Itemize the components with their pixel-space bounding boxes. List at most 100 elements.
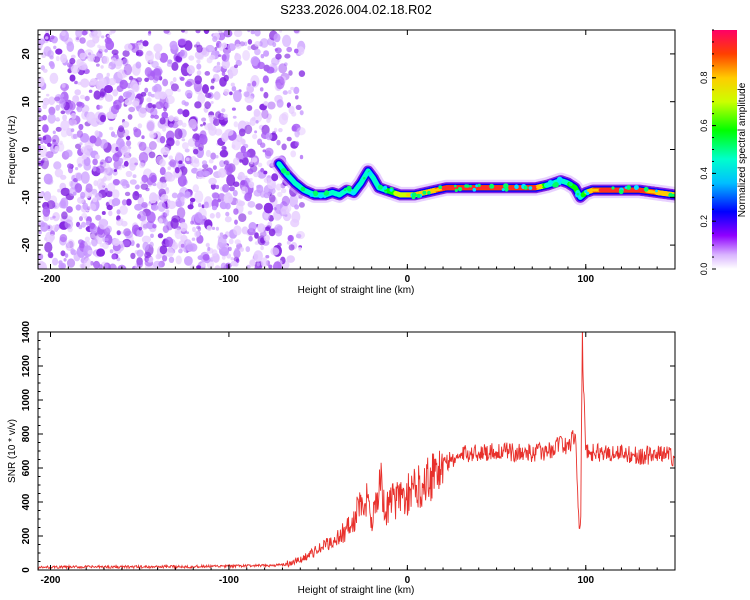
noise-blob xyxy=(230,260,238,267)
noise-blob xyxy=(149,172,157,183)
noise-blob xyxy=(153,114,159,120)
ridge-speckle xyxy=(324,190,330,196)
noise-blob xyxy=(95,165,105,174)
noise-blob xyxy=(196,44,203,53)
noise-blob xyxy=(52,257,59,266)
noise-blob xyxy=(146,97,152,103)
noise-blob xyxy=(177,108,184,115)
ridge-speckle xyxy=(576,192,580,196)
ridge-speckle xyxy=(367,171,373,176)
noise-blob xyxy=(221,59,230,69)
noise-blob xyxy=(281,143,287,151)
noise-blob xyxy=(144,87,149,93)
ridge-speckle xyxy=(363,177,366,180)
noise-blob xyxy=(280,188,287,194)
noise-blob xyxy=(42,97,50,106)
noise-blob xyxy=(215,111,222,119)
x-tick-label: -100 xyxy=(219,274,239,285)
noise-blob xyxy=(67,163,73,169)
noise-blob xyxy=(119,205,128,215)
ridge-speckle xyxy=(504,187,509,192)
noise-blob xyxy=(140,183,149,190)
noise-blob xyxy=(165,209,170,214)
noise-blob xyxy=(275,183,282,191)
colorbar-tick-label: 0.0 xyxy=(699,263,709,276)
noise-blob xyxy=(239,159,243,163)
noise-blob xyxy=(78,61,88,71)
noise-blob xyxy=(188,55,195,61)
noise-blob xyxy=(276,225,283,231)
noise-blob xyxy=(93,260,100,269)
noise-blob xyxy=(169,123,174,128)
noise-blob xyxy=(123,63,133,76)
noise-blob xyxy=(47,50,54,58)
noise-blob xyxy=(47,142,52,147)
noise-blob xyxy=(266,66,275,74)
noise-blob xyxy=(250,56,260,67)
noise-blob xyxy=(110,30,116,34)
noise-blob xyxy=(101,178,105,183)
noise-blob xyxy=(106,204,113,211)
noise-blob xyxy=(211,192,220,199)
noise-blob xyxy=(233,208,239,215)
noise-blob xyxy=(257,162,263,168)
noise-blob xyxy=(122,58,129,66)
noise-blob xyxy=(217,30,223,34)
noise-blob xyxy=(278,128,283,133)
noise-blob xyxy=(210,152,217,160)
noise-blob xyxy=(114,58,124,67)
noise-blob xyxy=(193,148,199,155)
noise-blob xyxy=(197,93,206,104)
noise-blob xyxy=(288,89,292,95)
noise-blob xyxy=(177,174,187,187)
noise-blob xyxy=(47,113,56,124)
noise-blob xyxy=(238,213,247,223)
noise-blob xyxy=(232,115,237,119)
noise-blob xyxy=(69,57,76,65)
noise-blob xyxy=(174,167,180,174)
noise-blob xyxy=(188,118,198,130)
noise-blob xyxy=(63,258,67,262)
noise-blob xyxy=(59,234,68,243)
noise-blob xyxy=(257,223,266,233)
noise-blob xyxy=(262,75,269,84)
noise-blob xyxy=(159,136,166,144)
noise-blob xyxy=(157,254,162,259)
noise-blob xyxy=(208,177,217,185)
noise-blob xyxy=(185,191,191,198)
noise-blob xyxy=(172,77,177,83)
noise-blob xyxy=(171,192,178,199)
noise-blob xyxy=(139,162,145,169)
noise-blob xyxy=(221,71,226,77)
noise-blob xyxy=(57,188,61,193)
noise-blob xyxy=(72,133,78,139)
noise-blob xyxy=(232,190,238,197)
noise-blob xyxy=(290,86,295,91)
noise-blob xyxy=(135,61,142,69)
noise-blob xyxy=(221,145,227,151)
noise-blob xyxy=(52,215,56,219)
noise-blob xyxy=(231,85,237,92)
noise-blob xyxy=(44,237,47,241)
noise-blob xyxy=(257,61,265,70)
noise-blob xyxy=(190,156,197,163)
noise-blob xyxy=(109,126,114,131)
noise-blob xyxy=(152,182,157,187)
ridge-speckle xyxy=(357,183,361,187)
noise-blob xyxy=(46,93,50,97)
noise-blob xyxy=(210,127,215,131)
noise-blob xyxy=(42,103,48,110)
noise-blob xyxy=(138,107,147,118)
noise-blob xyxy=(152,68,162,81)
noise-blob xyxy=(89,203,97,211)
noise-blob xyxy=(256,184,264,194)
noise-blob xyxy=(122,50,130,57)
noise-blob xyxy=(160,193,169,202)
noise-blob xyxy=(299,110,304,116)
noise-blob xyxy=(206,225,212,231)
noise-blob xyxy=(129,179,137,185)
noise-blob xyxy=(187,138,197,147)
noise-blob xyxy=(166,137,175,147)
noise-blob xyxy=(294,130,300,138)
noise-blob xyxy=(210,78,215,84)
